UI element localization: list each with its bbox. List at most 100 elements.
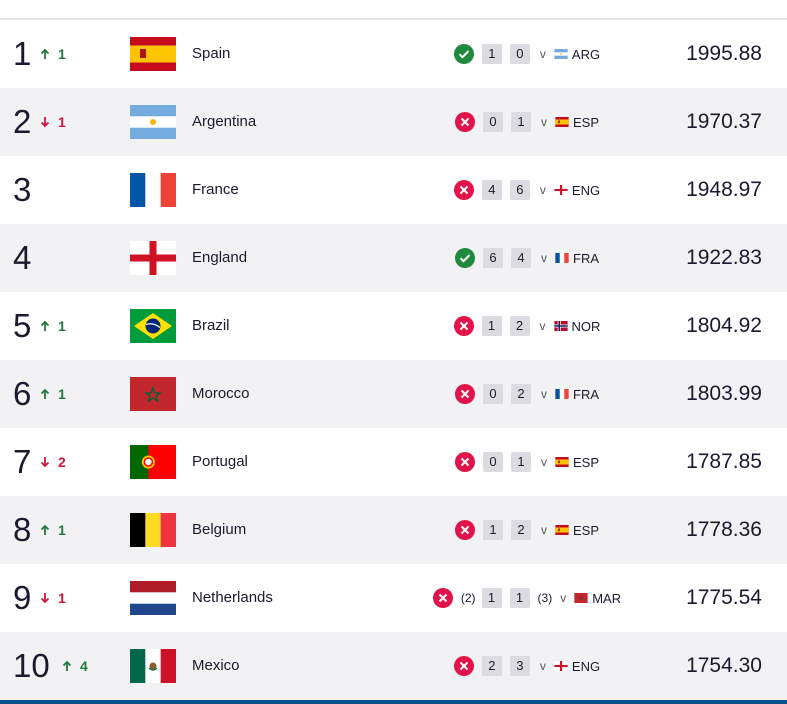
rank: 1 (13, 35, 32, 72)
points: 1948.97 (686, 178, 762, 201)
points: 1804.92 (686, 314, 762, 337)
last-match: (2) 1 1 (3) v MAR (427, 587, 627, 609)
opponent: ESP (572, 114, 599, 130)
opponent: ESP (572, 454, 599, 470)
versus: v (539, 659, 546, 673)
ranking-row: 5 1 Brazil 1 2 v NOR 1804.92 (0, 292, 787, 360)
last-match: 0 2 v FRA (427, 383, 627, 405)
versus: v (560, 591, 567, 605)
rank-change: 1 (40, 522, 66, 538)
ranking-row: 2 1 Argentina 0 1 v ESP 1970.37 (0, 88, 787, 156)
flag (130, 37, 176, 71)
country-name: Brazil (192, 317, 230, 334)
opponent: NOR (571, 318, 601, 334)
ranking-row: 4 England 6 4 v FRA 1922.83 (0, 224, 787, 292)
change-label: 1 (58, 590, 66, 606)
last-match: 1 2 v ESP (427, 519, 627, 541)
change-label: 2 (58, 454, 66, 470)
change-arrow (40, 457, 50, 468)
loss-icon (453, 656, 474, 676)
rank-change: 1 (40, 386, 66, 402)
country-name: Mexico (192, 657, 240, 674)
versus: v (539, 319, 546, 333)
flag (130, 241, 176, 275)
points: 1803.99 (686, 382, 762, 405)
score: 2 (511, 384, 531, 404)
change-label: 1 (58, 114, 66, 130)
win-icon (455, 248, 475, 268)
country-name: England (192, 249, 248, 266)
points: 1778.36 (686, 518, 762, 541)
score: 6 (509, 180, 530, 200)
loss-icon (432, 588, 453, 608)
footer-bar (0, 700, 787, 704)
opponent: FRA (573, 386, 599, 402)
change-label: 4 (80, 658, 88, 674)
rank: 3 (13, 171, 32, 208)
versus: v (540, 115, 547, 129)
rank-change: 1 (40, 46, 66, 62)
rank: 9 (13, 579, 32, 616)
rank: 10 (13, 647, 50, 684)
last-match: 1 0 v ARG (427, 43, 627, 65)
change-label: 1 (58, 386, 66, 402)
ranking-row: 1 1 Spain 1 0 v ARG 1995.88 (0, 20, 787, 88)
opponent: MAR (592, 590, 622, 606)
flag (130, 581, 176, 615)
country-name: Portugal (192, 453, 248, 470)
penalty-score: (3) (537, 591, 553, 605)
win-icon (453, 44, 474, 64)
rank-change: 1 (40, 318, 66, 334)
score: 1 (510, 452, 531, 472)
change-label: 1 (58, 46, 66, 62)
mini-flag (554, 185, 568, 195)
score: 0 (482, 452, 503, 472)
flag (130, 173, 176, 207)
last-match: 4 6 v ENG (427, 179, 627, 201)
change-arrow (40, 524, 50, 535)
rank: 8 (13, 511, 32, 548)
ranking-row: 8 1 Belgium 1 2 v ESP 1778.36 (0, 496, 787, 564)
mini-flag (555, 117, 569, 127)
change-arrow (40, 593, 50, 604)
country-name: Spain (192, 45, 231, 62)
change-arrow (40, 388, 50, 399)
last-match: 0 1 v ESP (427, 111, 627, 133)
loss-icon (454, 112, 475, 132)
score: 4 (481, 180, 502, 200)
score: 6 (483, 248, 503, 268)
points: 1787.85 (686, 450, 762, 473)
change-arrow (40, 117, 50, 128)
flag (130, 513, 176, 547)
versus: v (540, 523, 547, 537)
score: 0 (509, 44, 530, 64)
mini-flag (555, 253, 569, 263)
points: 1754.30 (686, 654, 762, 677)
score: 1 (482, 520, 503, 540)
score: 0 (482, 112, 503, 132)
score: 3 (509, 656, 530, 676)
loss-icon (454, 452, 475, 472)
last-match: 6 4 v FRA (427, 247, 627, 269)
score: 1 (510, 112, 531, 132)
flag (130, 377, 176, 411)
opponent: ENG (571, 182, 601, 198)
change-arrow (62, 660, 72, 671)
mini-flag (574, 593, 588, 603)
flag (130, 105, 176, 139)
rank: 6 (13, 375, 32, 412)
points: 1970.37 (686, 110, 762, 133)
opponent: FRA (573, 250, 599, 266)
last-match: 0 1 v ESP (427, 451, 627, 473)
score: 1 (481, 588, 502, 608)
flag (130, 649, 176, 683)
ranking-row: 3 France 4 6 v ENG 1948.97 (0, 156, 787, 224)
score: 2 (509, 316, 530, 336)
score: 1 (481, 44, 502, 64)
score: 4 (511, 248, 531, 268)
flag (130, 445, 176, 479)
flag (130, 309, 176, 343)
loss-icon (453, 180, 474, 200)
points: 1775.54 (686, 586, 762, 609)
